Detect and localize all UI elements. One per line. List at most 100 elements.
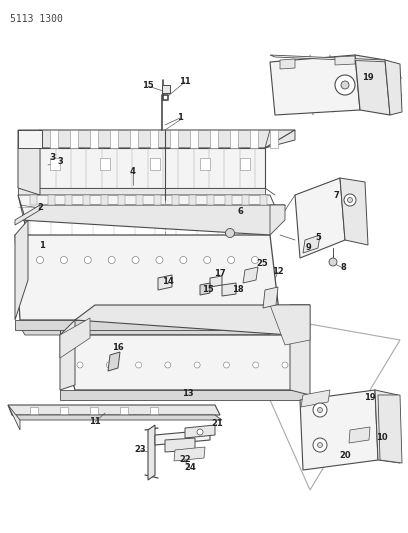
Polygon shape bbox=[15, 220, 28, 320]
Polygon shape bbox=[18, 195, 280, 218]
Polygon shape bbox=[100, 158, 110, 170]
Polygon shape bbox=[210, 130, 218, 148]
Polygon shape bbox=[385, 60, 402, 115]
Polygon shape bbox=[101, 195, 108, 205]
Polygon shape bbox=[165, 438, 195, 452]
Polygon shape bbox=[154, 195, 161, 205]
Text: 20: 20 bbox=[339, 450, 351, 459]
Circle shape bbox=[194, 362, 200, 368]
Polygon shape bbox=[120, 407, 128, 414]
Polygon shape bbox=[110, 130, 118, 148]
Polygon shape bbox=[270, 130, 278, 148]
Circle shape bbox=[197, 429, 203, 435]
Polygon shape bbox=[15, 235, 280, 320]
Circle shape bbox=[313, 403, 327, 417]
Polygon shape bbox=[75, 305, 310, 335]
Text: 1: 1 bbox=[39, 240, 45, 249]
Circle shape bbox=[60, 256, 67, 263]
Polygon shape bbox=[18, 195, 25, 225]
Polygon shape bbox=[301, 390, 330, 407]
Polygon shape bbox=[340, 178, 368, 245]
Polygon shape bbox=[270, 55, 360, 115]
Polygon shape bbox=[70, 130, 78, 148]
Polygon shape bbox=[60, 318, 90, 358]
Text: 3: 3 bbox=[57, 157, 63, 166]
Text: 17: 17 bbox=[214, 270, 226, 279]
Polygon shape bbox=[242, 195, 249, 205]
Polygon shape bbox=[243, 267, 258, 283]
Text: 22: 22 bbox=[179, 456, 191, 464]
Polygon shape bbox=[290, 305, 310, 395]
Polygon shape bbox=[265, 130, 295, 148]
Circle shape bbox=[106, 362, 112, 368]
Text: 15: 15 bbox=[202, 286, 214, 295]
Polygon shape bbox=[18, 130, 40, 195]
Polygon shape bbox=[190, 130, 198, 148]
Polygon shape bbox=[148, 425, 155, 480]
Polygon shape bbox=[378, 395, 402, 463]
Circle shape bbox=[108, 256, 115, 263]
Text: 19: 19 bbox=[364, 393, 376, 402]
Text: 18: 18 bbox=[232, 285, 244, 294]
Text: 2: 2 bbox=[37, 204, 43, 213]
Polygon shape bbox=[295, 178, 345, 258]
Polygon shape bbox=[355, 55, 390, 115]
Circle shape bbox=[251, 256, 259, 263]
Text: 15: 15 bbox=[142, 82, 154, 91]
Text: 10: 10 bbox=[376, 432, 388, 441]
Polygon shape bbox=[8, 405, 220, 415]
Circle shape bbox=[253, 362, 259, 368]
Circle shape bbox=[335, 75, 355, 95]
Circle shape bbox=[132, 256, 139, 263]
Polygon shape bbox=[50, 130, 58, 148]
Polygon shape bbox=[60, 407, 68, 414]
Polygon shape bbox=[158, 275, 172, 290]
Polygon shape bbox=[260, 195, 267, 205]
Circle shape bbox=[341, 81, 349, 89]
Text: 19: 19 bbox=[362, 74, 374, 83]
Circle shape bbox=[165, 362, 171, 368]
Polygon shape bbox=[150, 130, 158, 148]
Text: 16: 16 bbox=[112, 343, 124, 352]
Polygon shape bbox=[12, 415, 222, 420]
Polygon shape bbox=[60, 320, 75, 390]
Polygon shape bbox=[189, 195, 196, 205]
Polygon shape bbox=[30, 407, 38, 414]
Text: 25: 25 bbox=[256, 259, 268, 268]
Polygon shape bbox=[60, 335, 305, 390]
Polygon shape bbox=[150, 158, 160, 170]
Text: 1: 1 bbox=[177, 114, 183, 123]
Polygon shape bbox=[8, 405, 20, 430]
Polygon shape bbox=[230, 130, 238, 148]
Polygon shape bbox=[171, 195, 179, 205]
Text: 5: 5 bbox=[315, 232, 321, 241]
Polygon shape bbox=[200, 158, 210, 170]
Polygon shape bbox=[60, 390, 305, 400]
Polygon shape bbox=[375, 390, 400, 463]
Polygon shape bbox=[150, 407, 158, 414]
Polygon shape bbox=[20, 205, 285, 235]
Polygon shape bbox=[18, 148, 265, 188]
Circle shape bbox=[344, 194, 356, 206]
Circle shape bbox=[77, 362, 83, 368]
Circle shape bbox=[329, 258, 337, 266]
Polygon shape bbox=[90, 407, 98, 414]
Circle shape bbox=[36, 256, 44, 263]
Polygon shape bbox=[83, 195, 90, 205]
Polygon shape bbox=[90, 130, 98, 148]
Circle shape bbox=[282, 362, 288, 368]
Text: 12: 12 bbox=[272, 268, 284, 277]
Polygon shape bbox=[250, 130, 258, 148]
Polygon shape bbox=[240, 158, 250, 170]
Polygon shape bbox=[65, 195, 72, 205]
Polygon shape bbox=[263, 287, 278, 308]
Polygon shape bbox=[155, 430, 210, 445]
Text: 21: 21 bbox=[211, 419, 223, 429]
Polygon shape bbox=[222, 283, 236, 296]
Text: 23: 23 bbox=[134, 446, 146, 455]
Polygon shape bbox=[130, 130, 138, 148]
Text: 9: 9 bbox=[305, 243, 311, 252]
Circle shape bbox=[224, 362, 229, 368]
Polygon shape bbox=[15, 320, 270, 330]
Text: 13: 13 bbox=[182, 389, 194, 398]
